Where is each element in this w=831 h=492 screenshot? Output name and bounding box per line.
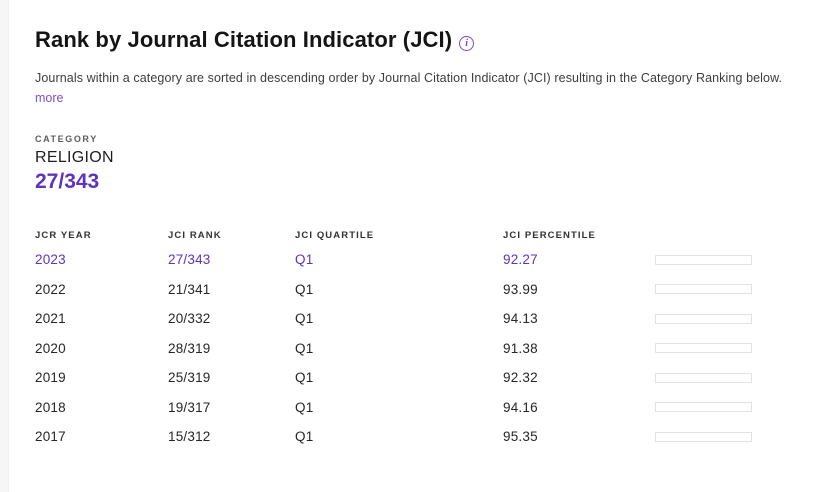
cell-rank: 27/343 bbox=[168, 252, 211, 268]
category-label: CATEGORY bbox=[35, 133, 98, 144]
table-row: 2019 25/319 Q1 92.32 bbox=[35, 363, 828, 393]
cell-percentile: 92.27 bbox=[503, 252, 538, 268]
cell-year: 2017 bbox=[35, 429, 66, 445]
cell-rank: 21/341 bbox=[168, 281, 211, 297]
jci-rank-table: JCR YEAR JCI RANK JCI QUARTILE JCI PERCE… bbox=[35, 227, 828, 452]
cell-quartile: Q1 bbox=[295, 340, 314, 356]
page-title: Rank by Journal Citation Indicator (JCI) bbox=[35, 27, 453, 52]
cell-quartile: Q1 bbox=[295, 370, 314, 386]
table-row: 2022 21/341 Q1 93.99 bbox=[35, 274, 828, 304]
percentile-bar bbox=[655, 431, 752, 442]
category-rank: 27/343 bbox=[35, 169, 100, 193]
cell-quartile: Q1 bbox=[295, 311, 314, 327]
cell-percentile: 94.16 bbox=[503, 399, 538, 415]
category-block: CATEGORY RELIGION 27/343 bbox=[35, 134, 828, 194]
cell-percentile: 93.99 bbox=[503, 281, 538, 297]
cell-year: 2018 bbox=[35, 399, 66, 415]
percentile-bar bbox=[655, 343, 752, 354]
cell-quartile: Q1 bbox=[295, 252, 314, 268]
cell-rank: 19/317 bbox=[168, 399, 211, 415]
description-text: Journals within a category are sorted in… bbox=[35, 71, 783, 85]
percentile-bar bbox=[655, 284, 752, 295]
column-header-jci-percentile: JCI PERCENTILE bbox=[503, 230, 596, 242]
cell-rank: 15/312 bbox=[168, 429, 211, 445]
table-row: 2018 19/317 Q1 94.16 bbox=[35, 392, 828, 422]
cell-quartile: Q1 bbox=[295, 399, 314, 415]
percentile-bar bbox=[655, 313, 752, 324]
cell-percentile: 95.35 bbox=[503, 429, 538, 445]
table-row: 2023 27/343 Q1 92.27 bbox=[35, 245, 828, 275]
cell-percentile: 94.13 bbox=[503, 311, 538, 327]
cell-percentile: 91.38 bbox=[503, 340, 538, 356]
column-header-jci-quartile: JCI QUARTILE bbox=[295, 230, 375, 242]
cell-percentile: 92.32 bbox=[503, 370, 538, 386]
cell-quartile: Q1 bbox=[295, 429, 314, 445]
percentile-bar bbox=[655, 254, 752, 265]
table-body: 2023 27/343 Q1 92.27 2022 21/341 Q1 93.9… bbox=[35, 245, 828, 452]
cell-year: 2022 bbox=[35, 281, 66, 297]
cell-rank: 28/319 bbox=[168, 340, 211, 356]
table-row: 2020 28/319 Q1 91.38 bbox=[35, 333, 828, 363]
cell-year: 2019 bbox=[35, 370, 66, 386]
info-icon[interactable]: i bbox=[459, 36, 475, 51]
category-name: RELIGION bbox=[35, 148, 114, 166]
cell-year: 2021 bbox=[35, 311, 66, 327]
column-header-jci-rank: JCI RANK bbox=[168, 230, 222, 242]
panel-content: Rank by Journal Citation Indicator (JCI)… bbox=[35, 0, 828, 451]
table-header-row: JCR YEAR JCI RANK JCI QUARTILE JCI PERCE… bbox=[35, 227, 828, 245]
table-row: 2017 15/312 Q1 95.35 bbox=[35, 422, 828, 452]
table-row: 2021 20/332 Q1 94.13 bbox=[35, 304, 828, 334]
percentile-bar bbox=[655, 372, 752, 383]
column-header-jcr-year: JCR YEAR bbox=[35, 230, 92, 242]
cell-rank: 20/332 bbox=[168, 311, 211, 327]
cell-year: 2023 bbox=[35, 252, 66, 268]
more-link[interactable]: more bbox=[35, 90, 64, 105]
percentile-bar bbox=[655, 402, 752, 413]
cell-rank: 25/319 bbox=[168, 370, 211, 386]
cell-quartile: Q1 bbox=[295, 281, 314, 297]
cell-year: 2020 bbox=[35, 340, 66, 356]
page-gutter bbox=[0, 0, 9, 492]
title-row: Rank by Journal Citation Indicator (JCI)… bbox=[35, 27, 828, 53]
